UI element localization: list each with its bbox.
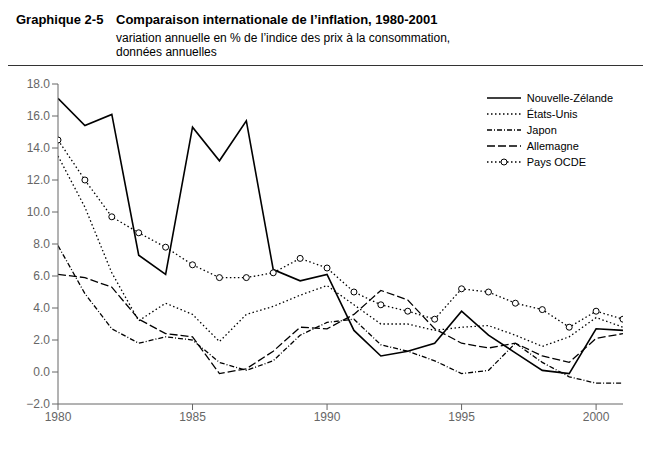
html-text:Allemagne: Allemagne [526,140,579,152]
html-text:données annuelles: données annuelles [116,45,217,59]
svg-text:6.0: 6.0 [33,269,50,283]
svg-text:4.0: 4.0 [33,301,50,315]
svg-text:2.0: 2.0 [33,333,50,347]
svg-text:16.0: 16.0 [27,109,51,123]
svg-text:14.0: 14.0 [27,141,51,155]
svg-text:0.0: 0.0 [33,365,50,379]
svg-text:8.0: 8.0 [33,237,50,251]
svg-text:10.0: 10.0 [27,205,51,219]
svg-text:1985: 1985 [179,410,206,424]
svg-text:−2.0: −2.0 [26,397,50,411]
html-text:Graphique 2-5: Graphique 2-5 [16,12,104,27]
html-text:Pays OCDE: Pays OCDE [526,156,587,168]
svg-text:2000: 2000 [583,410,610,424]
html-text:Nouvelle-Zélande: Nouvelle-Zélande [526,92,613,104]
svg-text:12.0: 12.0 [27,173,51,187]
html-text:Comparaison internationale de: Comparaison internationale de l’inflatio… [116,12,438,27]
svg-text:1995: 1995 [448,410,475,424]
html-text:variation annuelle en % de l’i: variation annuelle en % de l’indice des … [116,31,451,45]
html-text:États-Unis: États-Unis [526,108,578,120]
svg-text:1990: 1990 [314,410,341,424]
svg-text:18.0: 18.0 [27,77,51,91]
html-text:Japon: Japon [526,124,557,136]
svg-text:1980: 1980 [45,410,72,424]
